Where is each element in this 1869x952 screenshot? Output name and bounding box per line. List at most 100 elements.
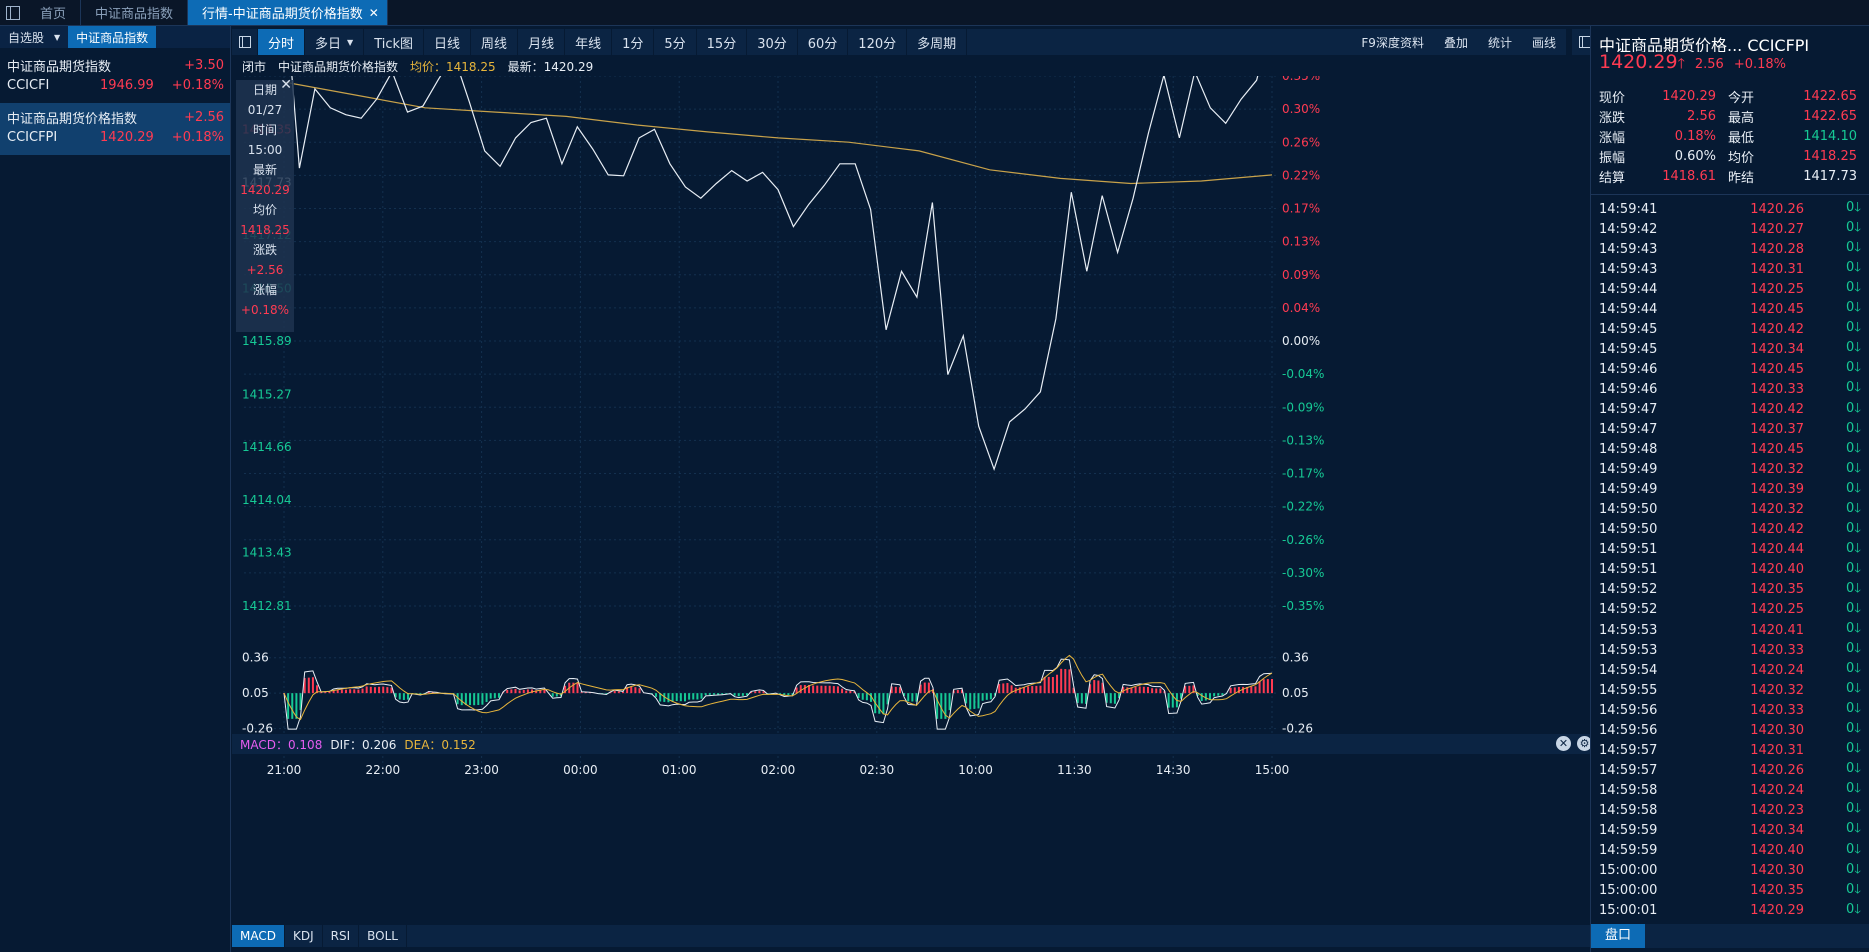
- tab-watchlist[interactable]: 自选股 ▼: [0, 26, 68, 48]
- index-code: CCICFI: [7, 77, 50, 93]
- macd-bar: [663, 693, 666, 702]
- tick-list[interactable]: 14:59:41 1420.26 0🡓 14:59:42 1420.27 0🡓 14:59:…: [1591, 195, 1869, 921]
- arrow-down-icon: 🡓: [1854, 380, 1861, 396]
- list-item[interactable]: 中证商品期货指数 +3.50 CCICFI 1946.99 +0.18%: [0, 51, 230, 103]
- tick-row: 14:59:54 1420.24 0🡓: [1599, 660, 1861, 680]
- macd-bar: [915, 693, 918, 702]
- tick-volume: 0🡓: [1804, 439, 1861, 461]
- period-button-30min[interactable]: 30分: [747, 29, 798, 55]
- tick-time: 14:59:54: [1599, 662, 1658, 678]
- macd-value: MACD：0.108: [240, 737, 323, 752]
- macd-bar: [605, 693, 608, 695]
- macd-bar: [1229, 687, 1232, 694]
- axis-tick-label: 0.36: [242, 651, 269, 665]
- macd-bar: [1254, 686, 1257, 694]
- arrow-down-icon: 🡓: [1854, 240, 1861, 256]
- dif-value: DIF：0.206: [330, 737, 397, 752]
- stat-label: 涨幅: [1599, 130, 1626, 146]
- tick-price: 1420.25: [1750, 602, 1804, 618]
- watchlist-panel: 自选股 ▼ 中证商品指数 中证商品期货指数 +3.50 CCICFI 1946.99 +…: [0, 26, 231, 952]
- macd-bar: [973, 693, 976, 709]
- period-button-day[interactable]: 日线: [424, 29, 472, 55]
- tick-price: 1420.42: [1750, 321, 1804, 337]
- tick-time: 14:59:51: [1599, 562, 1658, 578]
- tab-quote-active[interactable]: 行情-中证商品期货价格指数 ✕: [188, 0, 388, 25]
- period-button-1min[interactable]: 1分: [612, 29, 655, 55]
- tab-kdj[interactable]: KDJ: [285, 925, 323, 947]
- tab-home[interactable]: 首页: [26, 0, 82, 25]
- period-button-year[interactable]: 年线: [565, 29, 613, 55]
- tick-time: 14:59:57: [1599, 742, 1658, 758]
- tab-macd[interactable]: MACD: [232, 925, 285, 947]
- tab-commodity-index[interactable]: 中证商品指数: [68, 26, 157, 48]
- macd-bar: [514, 688, 517, 694]
- macd-bar: [1208, 693, 1211, 701]
- period-button-month[interactable]: 月线: [518, 29, 566, 55]
- macd-bar: [919, 684, 922, 694]
- macd-bar: [489, 693, 492, 699]
- tick-volume-value: 0: [1845, 260, 1855, 276]
- close-icon[interactable]: ✕: [1556, 736, 1571, 751]
- macd-bar: [849, 691, 852, 694]
- sidebar-toggle-icon[interactable]: [0, 0, 26, 25]
- tab-order-book[interactable]: 盘口: [1591, 924, 1645, 948]
- tick-price: 1420.45: [1750, 301, 1804, 317]
- list-item[interactable]: 中证商品期货价格指数 +2.56 CCICFPI 1420.29 +0.18%: [0, 103, 230, 155]
- tick-volume-value: 0: [1845, 881, 1855, 897]
- close-icon[interactable]: ✕: [280, 77, 292, 93]
- macd-bar: [659, 693, 662, 702]
- tick-volume: 0🡓: [1804, 318, 1861, 340]
- macd-header: MACD：0.108 DIF：0.206 DEA：0.152 ✕ ⚙: [232, 734, 1598, 754]
- tab-rsi[interactable]: RSI: [323, 925, 360, 947]
- panel-toggle-icon: [238, 36, 251, 48]
- draw-line-button[interactable]: 画线: [1521, 29, 1566, 55]
- panel-toggle-button[interactable]: [232, 29, 258, 55]
- macd-bar: [828, 685, 831, 694]
- tick-volume-value: 0: [1845, 340, 1855, 356]
- period-button-120min[interactable]: 120分: [848, 29, 908, 55]
- tick-row: 15:00:01 1420.29 0🡓: [1599, 901, 1861, 921]
- index-name: 中证商品期货价格指数: [7, 111, 138, 127]
- axis-tick-label: 0.22%: [1282, 168, 1320, 182]
- axis-tick-label: 1414.04: [242, 493, 292, 507]
- period-button-multi[interactable]: 多周期: [907, 29, 968, 55]
- tab-boll[interactable]: BOLL: [359, 925, 407, 947]
- period-button-multiday[interactable]: 多日 ▼: [305, 29, 365, 55]
- macd-bar: [981, 693, 984, 701]
- right-percent-axis: 0.35% 0.30% 0.26% 0.22% 0.17% 0.13% 0.09% 0.04%…: [1282, 76, 1324, 613]
- macd-bar: [1159, 688, 1162, 694]
- intraday-chart[interactable]: 1418.351417.731417.121416.501415.891415.…: [232, 76, 1598, 938]
- period-button-5min[interactable]: 5分: [654, 29, 697, 55]
- watchlist-tabs: 自选股 ▼ 中证商品指数: [0, 26, 230, 48]
- period-button-15min[interactable]: 15分: [696, 29, 748, 55]
- tick-row: 14:59:55 1420.32 0🡓: [1599, 680, 1861, 700]
- stats-button[interactable]: 统计: [1477, 29, 1522, 55]
- tick-time: 14:59:53: [1599, 622, 1658, 638]
- tick-volume-value: 0: [1845, 420, 1855, 436]
- macd-bar: [1171, 693, 1174, 708]
- tick-volume: 0🡓: [1804, 278, 1861, 300]
- period-button-60min[interactable]: 60分: [797, 29, 849, 55]
- period-button-tick[interactable]: Tick图: [364, 29, 425, 55]
- axis-tick-label: 01:00: [662, 763, 697, 777]
- stat-value: 2.56: [1687, 108, 1716, 124]
- tick-price: 1420.23: [1750, 802, 1804, 818]
- tick-row: 14:59:51 1420.40 0🡓: [1599, 560, 1861, 580]
- tick-row: 15:00:00 1420.30 0🡓: [1599, 861, 1861, 881]
- overlay-button[interactable]: 叠加: [1433, 29, 1478, 55]
- tick-volume: 0🡓: [1804, 479, 1861, 501]
- gear-icon[interactable]: ⚙: [1577, 736, 1592, 751]
- period-button-week[interactable]: 周线: [471, 29, 519, 55]
- tick-volume-value: 0: [1845, 380, 1855, 396]
- tab-commodity-index[interactable]: 中证商品指数: [81, 0, 189, 25]
- tick-price: 1420.26: [1750, 201, 1804, 217]
- chevron-down-icon[interactable]: ▼: [54, 32, 61, 42]
- close-icon[interactable]: ✕: [368, 5, 379, 20]
- f9-data-button[interactable]: F9深度资料: [1351, 29, 1434, 55]
- period-button-fenshi[interactable]: 分时: [258, 29, 306, 55]
- macd-bar: [1155, 688, 1158, 694]
- arrow-down-icon: 🡓: [1854, 761, 1861, 777]
- macd-bar: [419, 693, 422, 695]
- axis-tick-label: -0.30%: [1282, 566, 1324, 580]
- macd-bar: [477, 693, 480, 705]
